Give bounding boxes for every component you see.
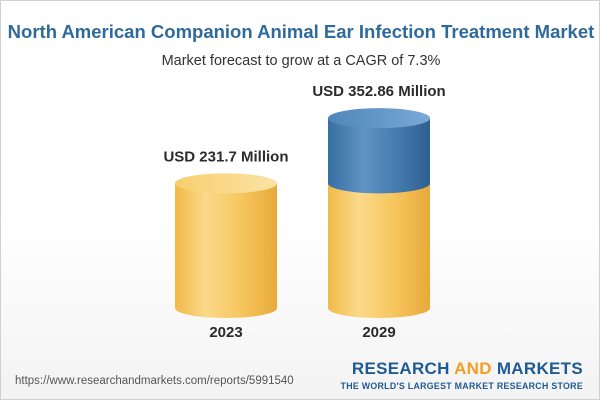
- value-label-2029: USD 352.86 Million: [312, 83, 445, 100]
- bar-base-2029: [328, 183, 430, 318]
- bar-top-2023: [175, 173, 277, 194]
- category-label-2023: 2023: [209, 324, 242, 341]
- category-label-2029: 2029: [362, 324, 395, 341]
- bar-growth-2029: [328, 118, 430, 194]
- bar-top-2029: [328, 108, 430, 129]
- chart-title: North American Companion Animal Ear Infe…: [7, 21, 595, 42]
- brand-name: RESEARCH AND MARKETS: [351, 359, 583, 378]
- bar-base-2023: [175, 183, 277, 318]
- chart-subtitle: Market forecast to grow at a CAGR of 7.3…: [161, 53, 441, 69]
- source-url: https://www.researchandmarkets.com/repor…: [15, 375, 294, 387]
- value-label-2023: USD 231.7 Million: [163, 148, 288, 165]
- brand-logo: RESEARCH AND MARKETS THE WORLD'S LARGEST…: [341, 359, 583, 391]
- brand-tagline: THE WORLD'S LARGEST MARKET RESEARCH STOR…: [340, 381, 583, 391]
